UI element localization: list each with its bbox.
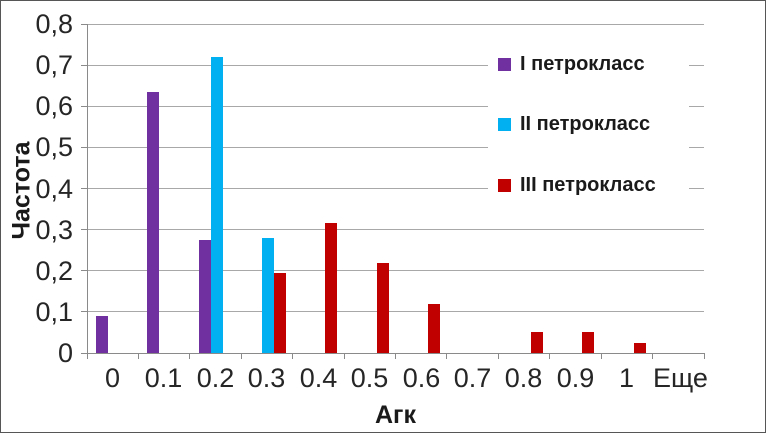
- bar-chart-figure: 00.10.20.30.40.50.60.70.80.91Еще00,10,20…: [0, 0, 766, 433]
- x-tick-label: 0.6: [396, 365, 447, 392]
- x-tick-label: 0.9: [550, 365, 601, 392]
- legend-entry-3: III петрокласс: [498, 173, 656, 197]
- y-tick-label: 0,7: [1, 52, 73, 79]
- y-tick-label: 0,6: [1, 93, 73, 120]
- y-tick-label: 0,1: [1, 299, 73, 326]
- legend-label: III петрокласс: [520, 174, 656, 197]
- y-tick-label: 0: [1, 340, 73, 367]
- legend-swatch-icon: [498, 179, 511, 192]
- y-axis-title: Частота: [8, 131, 37, 251]
- x-tick-label: 0.3: [241, 365, 292, 392]
- legend-entry-2: II петрокласс: [498, 113, 650, 137]
- x-tick-label: 1: [601, 365, 652, 392]
- x-axis-title: Агк: [87, 401, 704, 430]
- x-tick-label: 0.1: [138, 365, 189, 392]
- x-tick-label: 0.5: [344, 365, 395, 392]
- legend-entry-1: I петрокласс: [498, 52, 645, 76]
- x-tick-label: Еще: [653, 365, 704, 392]
- x-tick-label: 0: [87, 365, 138, 392]
- legend-label: II петрокласс: [520, 113, 650, 136]
- legend: I петрокласс II петрокласс III петрокласс: [488, 41, 689, 201]
- legend-swatch-icon: [498, 118, 511, 131]
- legend-swatch-icon: [498, 58, 511, 71]
- x-tick-label: 0.7: [447, 365, 498, 392]
- legend-label: I петрокласс: [520, 53, 645, 76]
- x-tick-label: 0.4: [293, 365, 344, 392]
- y-tick-label: 0,8: [1, 11, 73, 38]
- x-tick-label: 0.2: [190, 365, 241, 392]
- x-tick-label: 0.8: [498, 365, 549, 392]
- y-tick-label: 0,2: [1, 258, 73, 285]
